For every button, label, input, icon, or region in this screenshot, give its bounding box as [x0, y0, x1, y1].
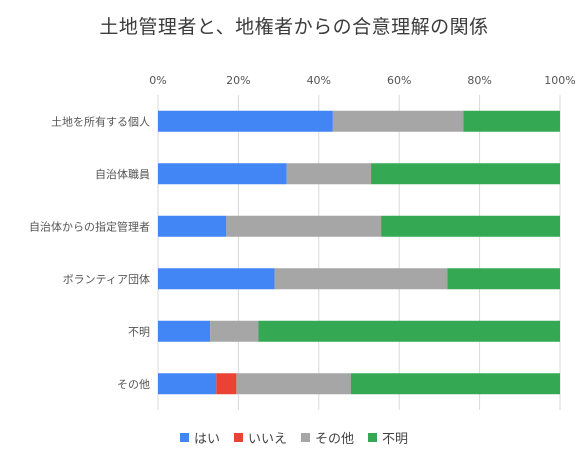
category-label: 不明 [128, 325, 150, 338]
bar-segment [381, 215, 560, 237]
bar-segment [447, 268, 560, 290]
bar-segment [158, 320, 211, 342]
category-label: 自治体職員 [95, 167, 150, 181]
x-tick-label: 0% [149, 74, 166, 87]
legend-item: 不明 [368, 428, 408, 447]
legend-swatch [301, 433, 310, 442]
bar-segment [371, 163, 560, 185]
legend-label: はい [193, 432, 220, 447]
category-label: 自治体からの指定管理者 [29, 219, 150, 233]
bar-segment [158, 373, 217, 395]
bar-segment [216, 373, 237, 395]
legend-label: その他 [315, 432, 355, 447]
x-tick-label: 100% [544, 74, 575, 87]
bar-segment [158, 215, 227, 237]
bar-segment [258, 320, 560, 342]
bar-segment [236, 373, 351, 395]
x-tick-label: 60% [387, 74, 411, 87]
bar-segment [210, 320, 259, 342]
bar-segment [274, 268, 448, 290]
bar-segment [158, 163, 287, 185]
legend-item: いいえ [233, 428, 287, 447]
legend-swatch [179, 433, 189, 442]
bar-segment [286, 163, 372, 185]
bar-segment [158, 268, 275, 290]
legend-label: 不明 [382, 432, 409, 447]
legend-swatch [233, 433, 243, 442]
x-tick-label: 20% [226, 74, 250, 87]
legend-swatch [368, 433, 378, 442]
legend-item: その他 [301, 428, 354, 447]
chart-title: 土地管理者と、地権者からの合意理解の関係 [99, 16, 489, 38]
category-label: 土地を所有する個人 [51, 114, 150, 128]
category-label: ボランティア団体 [63, 272, 150, 286]
legend-item: はい [179, 428, 220, 447]
bar-segment [350, 373, 560, 395]
x-tick-label: 40% [307, 74, 331, 87]
bar-segment [226, 215, 382, 237]
bar-segment [332, 110, 464, 132]
bar-segment [158, 110, 333, 132]
chart-legend: はい いいえ その他 不明 [0, 428, 588, 447]
x-tick-label: 80% [467, 74, 491, 87]
legend-label: いいえ [247, 432, 287, 447]
bar-segment [463, 110, 560, 132]
category-label: その他 [117, 378, 150, 391]
